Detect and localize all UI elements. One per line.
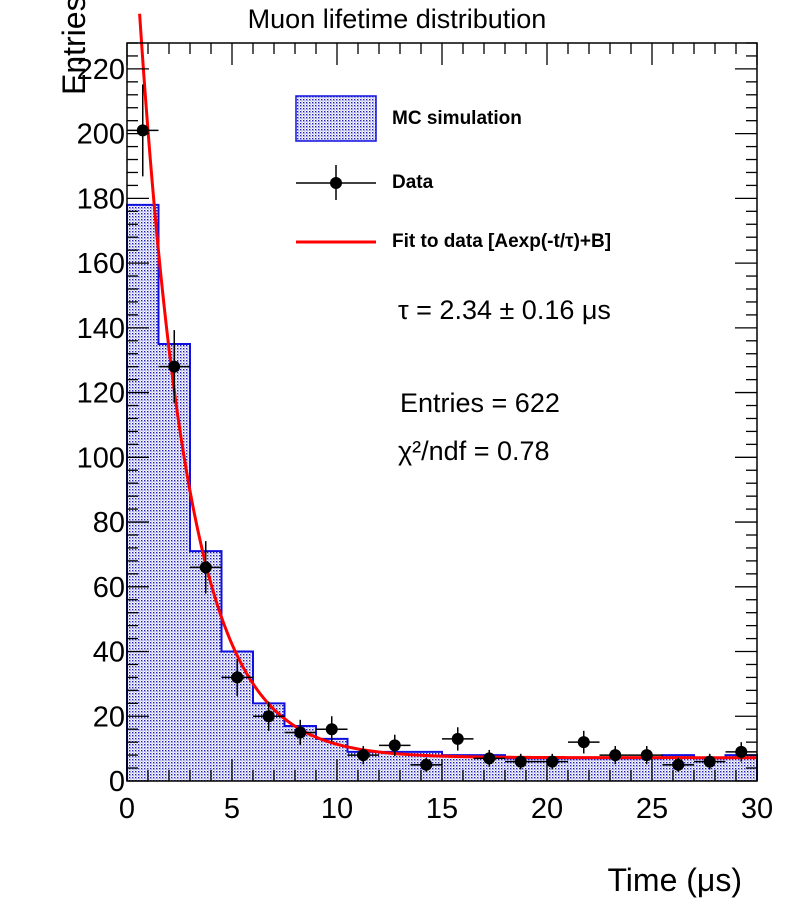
y-tick-label: 160 (77, 248, 125, 280)
mc-bar-shade (127, 204, 159, 781)
data-point (294, 726, 307, 739)
data-point (231, 671, 244, 684)
mc-histogram (126, 203, 758, 781)
mc-outline (126, 203, 758, 781)
data-point (262, 710, 275, 723)
y-tick-label: 180 (77, 183, 125, 215)
data-point (514, 755, 527, 768)
legend-data-marker (330, 177, 342, 189)
data-point (388, 739, 401, 752)
legend-label-data: Data (392, 172, 434, 193)
x-tick-label: 15 (426, 793, 458, 825)
y-tick-label: 220 (77, 54, 125, 86)
mc-bar-shade (505, 758, 537, 781)
data-point (735, 745, 748, 758)
legend (295, 95, 377, 244)
legend-label-mc: MC simulation (392, 108, 522, 129)
x-tick-label: 0 (119, 793, 135, 825)
data-point (672, 758, 685, 771)
y-tick-label: 200 (77, 119, 125, 151)
data-point (609, 749, 622, 762)
mc-bar-shade (442, 755, 474, 781)
mc-bar-shade (379, 751, 411, 781)
mc-bar-shade (694, 758, 726, 781)
y-tick-label: 60 (93, 572, 125, 604)
stat-entries: Entries = 622 (400, 388, 560, 418)
mc-bar-shade (158, 344, 190, 781)
stat-chi2: χ²/ndf = 0.78 (398, 436, 550, 466)
x-tick-label: 20 (531, 793, 563, 825)
y-axis: 0 20 40 60 80 100 120 140 160 180 200 220 (77, 42, 757, 798)
data-point (640, 749, 653, 762)
data-point (703, 755, 716, 768)
mc-bar-shade (631, 758, 663, 781)
mc-bar-shade (599, 758, 631, 781)
x-tick-label: 25 (636, 793, 668, 825)
x-tick-label: 30 (741, 793, 773, 825)
stat-tau: τ = 2.34 ± 0.16 μs (398, 295, 611, 325)
y-tick-label: 0 (109, 766, 125, 798)
data-point (168, 360, 181, 373)
data-point (451, 732, 464, 745)
data-point (577, 736, 590, 749)
data-point (357, 749, 370, 762)
y-axis-label: Entries (56, 0, 92, 95)
data-points (127, 84, 757, 772)
legend-label-fit: Fit to data [Aexp(-t/τ)+B] (392, 231, 612, 252)
data-point (325, 723, 338, 736)
x-tick-label: 5 (224, 793, 240, 825)
y-tick-label: 40 (93, 637, 125, 669)
data-point (199, 561, 212, 574)
y-tick-label: 120 (77, 378, 125, 410)
x-tick-label: 10 (321, 793, 353, 825)
y-tick-label: 80 (93, 507, 125, 539)
mc-bar-shade (536, 758, 568, 781)
data-point (546, 755, 559, 768)
y-tick-label: 140 (77, 313, 125, 345)
chart-title: Muon lifetime distribution (247, 4, 547, 34)
x-axis: 0 5 10 15 20 25 30 (119, 43, 773, 825)
data-point (136, 124, 149, 137)
mc-bar-shade (568, 758, 600, 781)
legend-mc-swatch-border (295, 95, 377, 142)
data-point (483, 752, 496, 765)
x-axis-label: Time (μs) (607, 862, 742, 898)
fit-curve (138, 13, 757, 760)
data-point (420, 758, 433, 771)
y-tick-label: 100 (77, 442, 125, 474)
y-tick-label: 20 (93, 701, 125, 733)
